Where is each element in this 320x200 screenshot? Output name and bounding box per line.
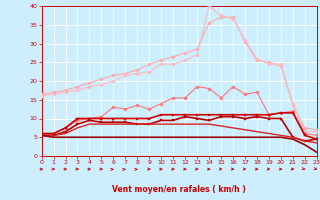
- X-axis label: Vent moyen/en rafales ( km/h ): Vent moyen/en rafales ( km/h ): [112, 185, 246, 194]
